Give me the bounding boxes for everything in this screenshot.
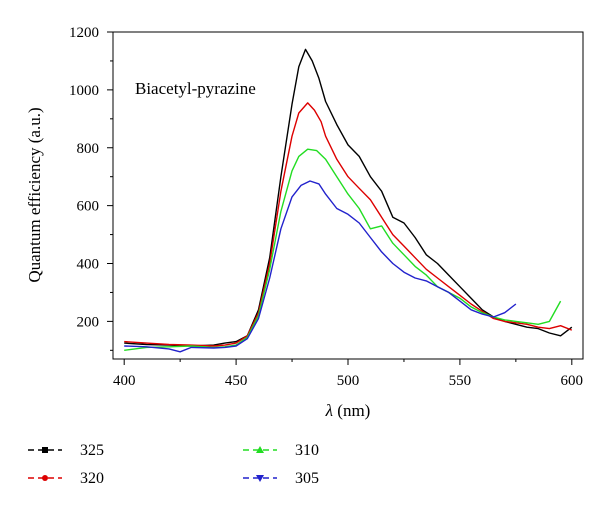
legend-label: 305 <box>295 470 319 487</box>
y-tick-label: 1200 <box>69 25 99 41</box>
legend-item-320: 320 <box>28 470 104 487</box>
y-axis-label: Quantum efficiency (a.u.) <box>25 107 44 282</box>
legend-marker-circle <box>42 475 48 481</box>
x-axis-label-symbol: λ <box>325 401 333 420</box>
series-line-310 <box>124 148 562 351</box>
legend-marker-square <box>42 447 48 453</box>
x-axis-label-unit: (nm) <box>333 401 370 420</box>
x-axis-label: λ (nm) <box>325 401 371 420</box>
legend: 325 320 310 305 <box>28 442 319 487</box>
series-line-305 <box>124 180 517 353</box>
series-line-320 <box>124 102 573 347</box>
y-tick-label: 200 <box>77 314 100 330</box>
x-tick-label: 600 <box>561 373 584 389</box>
legend-item-325: 325 <box>28 442 104 459</box>
legend-item-310: 310 <box>243 442 319 459</box>
x-tick-label: 500 <box>337 373 360 389</box>
y-tick-label: 800 <box>77 141 100 157</box>
chart-annotation: Biacetyl-pyrazine <box>135 79 256 98</box>
legend-marker-triangle-down <box>256 475 264 482</box>
legend-item-305: 305 <box>243 470 319 487</box>
x-tick-label: 450 <box>225 373 248 389</box>
x-tick-label: 400 <box>113 373 136 389</box>
x-tick-label: 550 <box>449 373 472 389</box>
y-tick-label: 600 <box>77 199 100 215</box>
legend-marker-triangle-up <box>256 446 264 453</box>
legend-label: 320 <box>80 470 104 487</box>
y-tick-label: 1000 <box>69 83 99 99</box>
y-axis-ticks: 200 400 600 800 1000 1200 <box>69 25 113 351</box>
legend-label: 325 <box>80 442 104 459</box>
y-tick-label: 400 <box>77 257 100 273</box>
x-axis-ticks: 400 450 500 550 600 <box>113 359 583 389</box>
series-group <box>124 48 573 353</box>
legend-label: 310 <box>295 442 319 459</box>
